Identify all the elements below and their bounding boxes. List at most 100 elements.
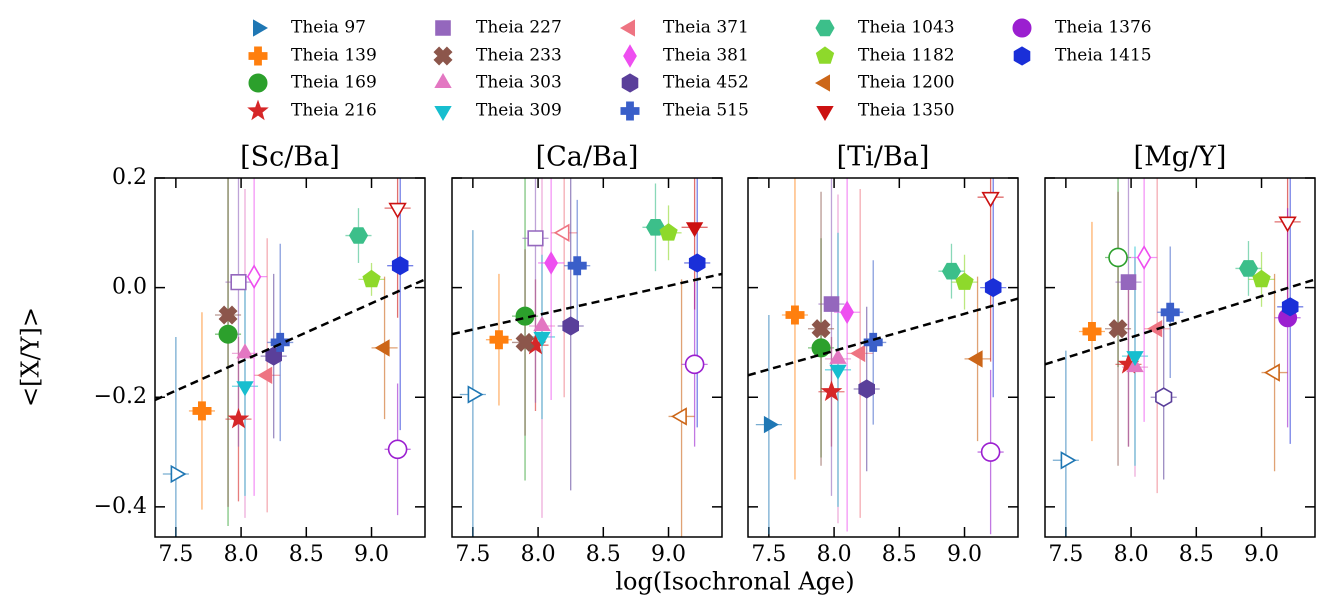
legend-label: Theia 227 (476, 18, 562, 38)
panel-title: [Sc/Ba] (240, 142, 340, 173)
data-point (820, 380, 843, 402)
legend-marker (1012, 18, 1032, 38)
legend-label: Theia 169 (291, 73, 377, 93)
legend-marker (434, 73, 452, 88)
data-point (684, 354, 705, 375)
legend-label: Theia 1200 (858, 73, 955, 93)
legend-label: Theia 371 (663, 18, 749, 38)
panel-frame (154, 177, 426, 538)
legend-label: Theia 233 (476, 46, 562, 66)
data-point (388, 202, 407, 219)
legend-marker (815, 19, 835, 37)
legend-marker (253, 19, 268, 37)
data-point (544, 251, 558, 275)
legend-label: Theia 97 (291, 18, 366, 38)
legend-marker (248, 46, 268, 66)
y-tick-label: 0.0 (112, 275, 147, 300)
data-point (1278, 216, 1297, 233)
legend-marker (433, 46, 453, 66)
data-point (850, 344, 866, 363)
legend-marker (1013, 46, 1031, 66)
data-point (374, 339, 390, 357)
data-point (1082, 322, 1102, 341)
data-point (1108, 319, 1128, 339)
x-tick-label: 8.5 (882, 542, 917, 567)
data-point (1120, 274, 1137, 290)
data-point (567, 256, 587, 276)
data-point (955, 272, 974, 290)
data-point (391, 256, 409, 276)
x-tick-label: 8.0 (817, 542, 852, 567)
y-tick-label: −0.4 (94, 494, 147, 519)
x-tick-label: 8.0 (521, 542, 556, 567)
panel-frame (1044, 177, 1316, 538)
x-tick-label: 8.0 (1114, 542, 1149, 567)
data-point (941, 262, 962, 280)
plot-area (155, 178, 425, 537)
data-point (562, 316, 579, 336)
data-point (348, 227, 369, 244)
plot-area (1045, 178, 1315, 537)
data-point (533, 331, 551, 347)
x-tick-label: 7.5 (158, 542, 193, 567)
x-tick-label: 9.0 (1244, 542, 1279, 567)
data-point (489, 330, 509, 350)
x-tick-label: 8.0 (224, 542, 259, 567)
x-tick-label: 9.0 (947, 542, 982, 567)
data-point (230, 274, 247, 291)
panel-title: [Mg/Y] (1134, 142, 1227, 173)
legend-marker (815, 74, 830, 92)
data-point (840, 300, 854, 325)
data-point (515, 332, 535, 352)
y-tick-label: −0.2 (94, 384, 147, 409)
data-point (1136, 245, 1152, 270)
fit-line (155, 278, 425, 402)
data-point (1155, 387, 1173, 408)
legend-marker (620, 19, 635, 37)
data-point (270, 332, 290, 352)
data-point (1126, 351, 1144, 367)
x-tick-label: 8.5 (586, 542, 621, 567)
legend-label: Theia 381 (663, 46, 749, 66)
x-tick-label: 8.5 (289, 542, 324, 567)
data-point (387, 439, 408, 460)
x-tick-label: 9.0 (651, 542, 686, 567)
legend-marker (815, 46, 835, 64)
legend-label: Theia 139 (291, 46, 377, 66)
legend-marker (435, 20, 451, 36)
data-point (785, 305, 805, 325)
legend-label: Theia 452 (663, 73, 749, 93)
data-point (659, 223, 678, 241)
data-point (236, 343, 254, 359)
legend-marker (623, 44, 637, 68)
legend-label: Theia 515 (663, 101, 749, 121)
data-point (823, 296, 840, 312)
legend-marker (247, 99, 269, 121)
data-point (533, 316, 551, 331)
plot-area (748, 178, 1018, 535)
data-point (671, 407, 687, 426)
data-point (192, 401, 212, 421)
legend-marker (816, 106, 834, 121)
fit-line (452, 272, 722, 336)
data-point (553, 223, 570, 242)
data-point (1060, 451, 1077, 470)
legend-marker (621, 73, 639, 93)
x-axis-label: log(Isochronal Age) (615, 568, 854, 596)
legend-label: Theia 1376 (1055, 18, 1152, 38)
x-tick-label: 9.0 (354, 542, 389, 567)
panel-frame (451, 177, 723, 538)
data-point (811, 319, 831, 339)
data-point (811, 338, 831, 358)
fit-line (748, 297, 1018, 377)
data-point (227, 407, 250, 429)
data-point (1238, 260, 1259, 277)
legend-label: Theia 216 (291, 101, 377, 121)
data-point (1108, 247, 1128, 268)
data-point (218, 305, 238, 325)
data-point (685, 222, 704, 238)
legend-label: Theia 1350 (858, 101, 955, 121)
panel-frame (747, 177, 1019, 538)
